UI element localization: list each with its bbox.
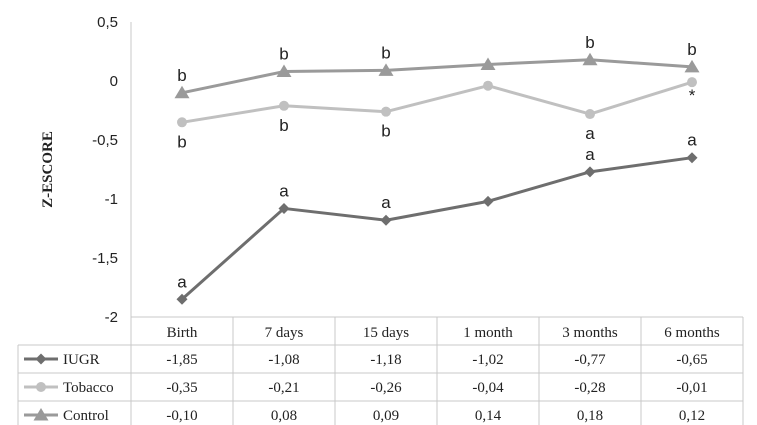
category-label: 1 month: [463, 325, 513, 341]
category-label: 7 days: [265, 325, 304, 341]
table-cell-tobacco: -0,01: [676, 380, 707, 396]
data-point-tobacco: [177, 117, 187, 127]
y-tick-label: -1,5: [92, 250, 118, 267]
significance-label: b: [279, 45, 288, 64]
table-cell-control: 0,14: [475, 408, 502, 424]
y-tick-label: 0,5: [97, 14, 118, 31]
data-point-iugr: [687, 152, 698, 163]
data-point-iugr: [483, 196, 494, 207]
significance-label: a: [279, 181, 289, 200]
table-cell-tobacco: -0,28: [574, 380, 605, 396]
significance-label: a: [381, 193, 391, 212]
series-line-tobacco: [182, 82, 692, 122]
table-cell-tobacco: -0,26: [370, 380, 402, 396]
significance-label: b: [381, 122, 390, 141]
table-cell-iugr: -1,18: [370, 352, 401, 368]
significance-label: *: [689, 86, 696, 105]
y-tick-label: -0,5: [92, 132, 118, 149]
table-cell-iugr: -0,77: [574, 352, 606, 368]
category-label: 3 months: [562, 325, 618, 341]
y-tick-label: -2: [105, 309, 118, 326]
data-point-iugr: [381, 215, 392, 226]
legend-marker-iugr: [36, 354, 47, 365]
table-cell-iugr: -1,08: [268, 352, 299, 368]
significance-label: b: [177, 132, 186, 151]
y-axis-label: Z-ESCORE: [40, 131, 56, 208]
table-cell-iugr: -0,65: [676, 352, 707, 368]
table-cell-tobacco: -0,04: [472, 380, 504, 396]
category-label: 6 months: [664, 325, 720, 341]
y-tick-label: 0: [110, 73, 118, 90]
data-point-tobacco: [279, 101, 289, 111]
significance-label: a: [585, 124, 595, 143]
table-cell-tobacco: -0,21: [268, 380, 299, 396]
significance-label: b: [177, 66, 186, 85]
significance-label: b: [279, 116, 288, 135]
significance-label: b: [381, 43, 390, 62]
y-tick-label: -1: [105, 191, 118, 208]
table-cell-control: 0,18: [577, 408, 603, 424]
legend-marker-tobacco: [36, 382, 46, 392]
series-line-control: [182, 60, 692, 93]
legend-label-iugr: IUGR: [63, 352, 100, 368]
table-cell-control: 0,09: [373, 408, 399, 424]
significance-label: a: [177, 272, 187, 291]
legend-label-tobacco: Tobacco: [63, 380, 114, 396]
data-point-iugr: [585, 166, 596, 177]
data-point-tobacco: [381, 107, 391, 117]
table-cell-control: -0,10: [166, 408, 197, 424]
table-cell-control: 0,08: [271, 408, 297, 424]
data-point-tobacco: [483, 81, 493, 91]
data-point-tobacco: [585, 109, 595, 119]
table-cell-iugr: -1,85: [166, 352, 197, 368]
significance-label: a: [687, 131, 697, 150]
legend-label-control: Control: [63, 408, 109, 424]
category-label: 15 days: [363, 325, 409, 341]
significance-label: b: [585, 33, 594, 52]
table-cell-tobacco: -0,35: [166, 380, 197, 396]
table-cell-iugr: -1,02: [472, 352, 503, 368]
category-label: Birth: [167, 325, 198, 341]
series-line-iugr: [182, 158, 692, 300]
significance-label: b: [687, 40, 696, 59]
table-cell-control: 0,12: [679, 408, 705, 424]
significance-label: a: [585, 145, 595, 164]
